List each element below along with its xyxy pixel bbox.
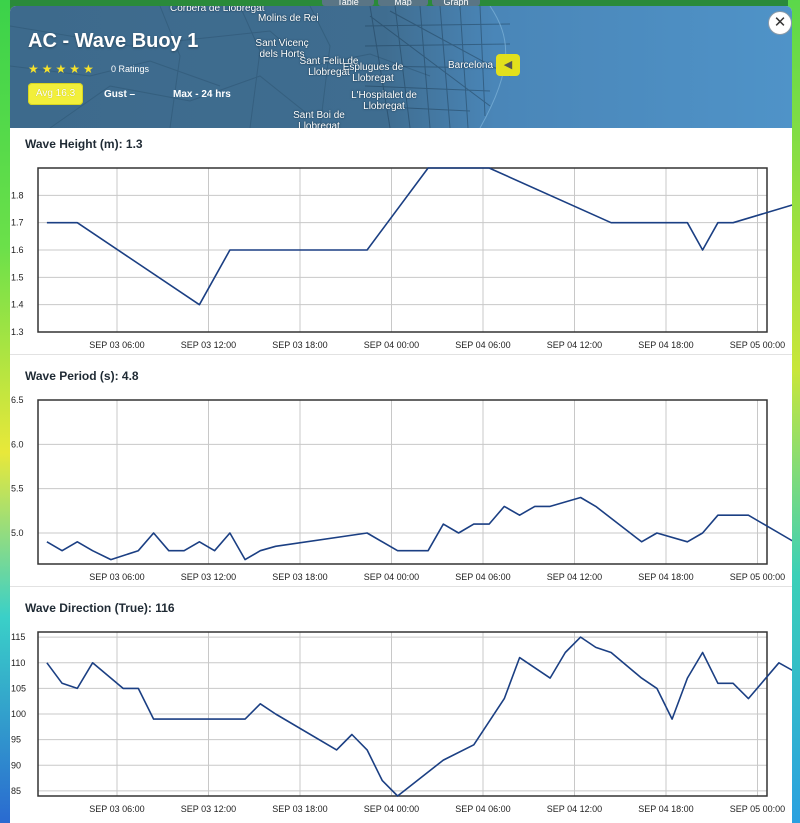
x-tick-label: SEP 04 06:00 <box>455 340 510 350</box>
map-label: Corbera de Llobregat <box>170 6 265 14</box>
x-tick-label: SEP 03 12:00 <box>181 572 236 582</box>
chart-title: Wave Height (m): 1.3 <box>25 137 143 151</box>
map-marker-icon[interactable]: ◀ <box>496 54 520 76</box>
x-tick-label: SEP 04 06:00 <box>455 804 510 814</box>
map-label: Barcelona <box>448 60 494 71</box>
y-tick-label: 85 <box>11 786 21 796</box>
y-tick-label: 1.7 <box>11 218 24 228</box>
x-tick-label: SEP 03 06:00 <box>89 340 144 350</box>
station-header: Corbera de Llobregat Molins de Rei Sant … <box>10 6 792 128</box>
divider <box>10 354 792 355</box>
y-tick-label: 95 <box>11 735 21 745</box>
avg-badge: Avg 16.3 <box>28 83 83 105</box>
rating-stars[interactable]: ★★★★★ <box>28 62 97 76</box>
x-tick-label: SEP 04 06:00 <box>455 572 510 582</box>
map-label: Sant Vicenç dels Horts <box>255 38 309 60</box>
map-label: L'Hospitalet de Llobregat <box>351 90 417 112</box>
y-tick-label: 5.0 <box>11 528 24 538</box>
x-tick-label: SEP 04 00:00 <box>364 572 419 582</box>
y-tick-label: 105 <box>11 683 26 693</box>
y-tick-label: 6.5 <box>11 395 24 405</box>
wave-height-chart: 1.8 1.7 1.6 1.5 1.4 1.3 SEP 03 06:00 SEP 03 12:… <box>11 167 792 350</box>
series-line <box>46 496 792 561</box>
chart-title: Wave Direction (True): 116 <box>25 601 175 615</box>
wave-period-chart: 6.5 6.0 5.5 5.0 SEP 03 06:00 SEP 03 12:00 SEP … <box>11 395 792 582</box>
x-tick-label: SEP 03 18:00 <box>272 804 327 814</box>
x-tick-label: SEP 03 06:00 <box>89 804 144 814</box>
x-tick-label: SEP 04 18:00 <box>638 804 693 814</box>
map-label: Sant Feliu de Llobregat <box>299 56 359 78</box>
divider <box>10 586 792 587</box>
gust-label: Gust – <box>104 89 136 100</box>
series-line <box>46 636 792 797</box>
x-tick-label: SEP 04 12:00 <box>547 804 602 814</box>
y-tick-label: 1.4 <box>11 300 24 310</box>
station-panel: Corbera de Llobregat Molins de Rei Sant … <box>10 6 792 823</box>
max-label: Max - 24 hrs <box>173 89 231 100</box>
map-background <box>10 6 511 128</box>
y-tick-label: 6.0 <box>11 439 24 449</box>
plot-frame <box>37 399 768 565</box>
y-tick-label: 100 <box>11 709 26 719</box>
y-tick-label: 115 <box>11 632 25 642</box>
series-line <box>46 167 792 306</box>
station-title: AC - Wave Buoy 1 <box>28 30 199 52</box>
chart-title: Wave Period (s): 4.8 <box>25 369 139 383</box>
x-tick-label: SEP 03 06:00 <box>89 572 144 582</box>
tab-map[interactable]: Map <box>378 0 428 6</box>
wave-direction-chart: 115 110 105 100 95 90 85 SEP 03 06:00 SEP 03 12:… <box>11 631 792 814</box>
x-tick-label: SEP 03 18:00 <box>272 340 327 350</box>
tab-graph[interactable]: Graph <box>432 0 480 6</box>
x-tick-label: SEP 04 12:00 <box>547 572 602 582</box>
map-label: Sant Boi de Llobregat <box>293 110 345 128</box>
plot-frame <box>37 631 768 797</box>
x-tick-label: SEP 03 18:00 <box>272 572 327 582</box>
y-tick-label: 110 <box>11 658 25 668</box>
x-tick-label: SEP 04 00:00 <box>364 804 419 814</box>
map-edge-left <box>0 0 10 823</box>
map-label: Esplugues de Llobregat <box>342 62 404 84</box>
y-tick-label: 1.3 <box>11 327 24 337</box>
x-tick-label: SEP 05 00:00 <box>730 572 785 582</box>
y-tick-label: 5.5 <box>11 484 24 494</box>
map-label: Molins de Rei <box>258 13 319 24</box>
x-tick-label: SEP 04 00:00 <box>364 340 419 350</box>
y-tick-label: 90 <box>11 760 21 770</box>
x-tick-label: SEP 04 18:00 <box>638 572 693 582</box>
y-tick-label: 1.6 <box>11 245 24 255</box>
x-tick-label: SEP 04 18:00 <box>638 340 693 350</box>
x-tick-label: SEP 03 12:00 <box>181 340 236 350</box>
tab-table[interactable]: Table <box>322 0 374 6</box>
y-tick-label: 1.5 <box>11 272 24 282</box>
x-tick-label: SEP 05 00:00 <box>730 340 785 350</box>
x-tick-label: SEP 05 00:00 <box>730 804 785 814</box>
plot-frame <box>37 167 768 333</box>
ratings-count: 0 Ratings <box>111 64 150 74</box>
x-tick-label: SEP 04 12:00 <box>547 340 602 350</box>
y-tick-label: 1.8 <box>11 190 24 200</box>
x-tick-label: SEP 03 12:00 <box>181 804 236 814</box>
close-icon[interactable]: ✕ <box>768 11 792 35</box>
